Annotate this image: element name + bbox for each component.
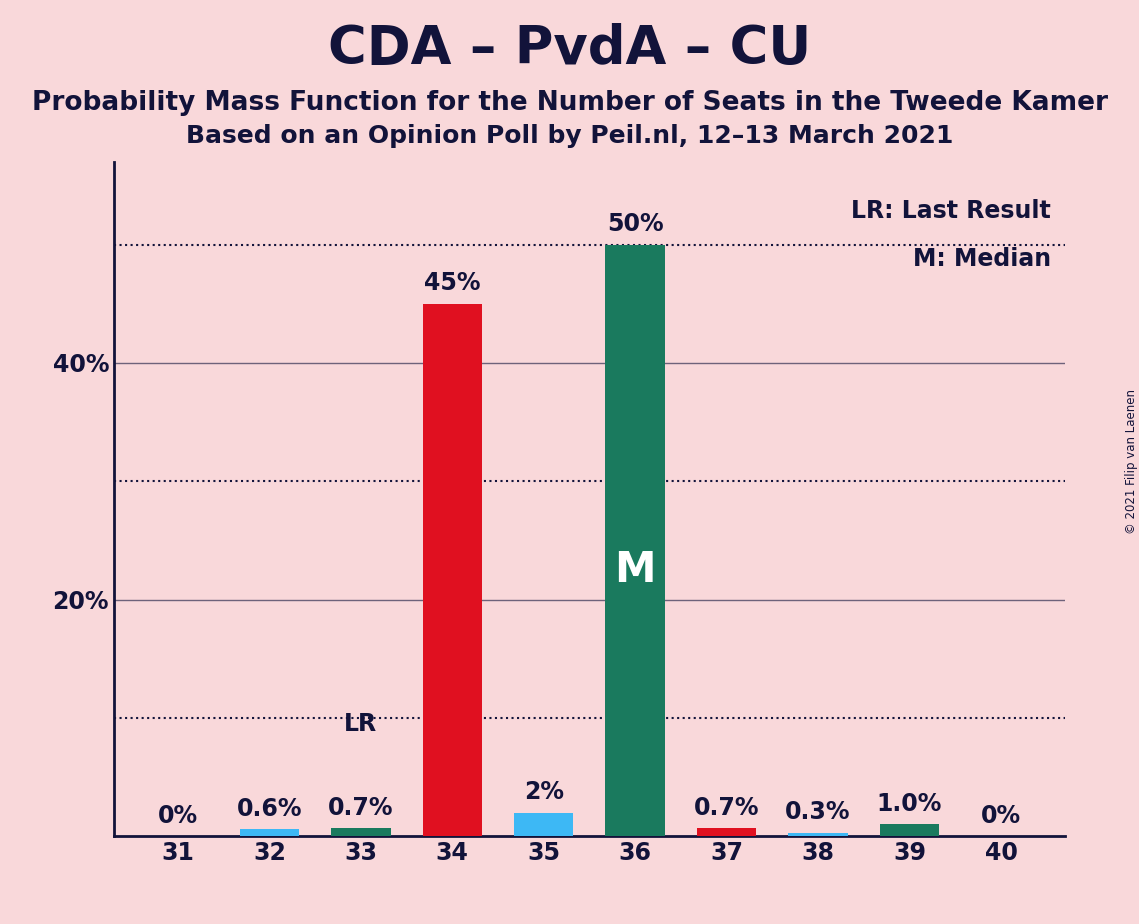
Text: 0.3%: 0.3% [785,800,851,824]
Bar [423,304,482,836]
Text: CDA – PvdA – CU: CDA – PvdA – CU [328,23,811,75]
Text: 0%: 0% [158,804,198,828]
Text: Probability Mass Function for the Number of Seats in the Tweede Kamer: Probability Mass Function for the Number… [32,90,1107,116]
Text: © 2021 Filip van Laenen: © 2021 Filip van Laenen [1124,390,1138,534]
Text: 45%: 45% [424,272,481,296]
Bar [606,245,665,836]
Text: M: Median: M: Median [913,247,1051,271]
Text: 0.7%: 0.7% [694,796,760,820]
Text: LR: LR [344,711,377,736]
Bar [697,828,756,836]
Text: 2%: 2% [524,780,564,804]
Bar [331,828,391,836]
Text: 1.0%: 1.0% [877,792,942,816]
Bar [239,829,300,836]
Text: LR: Last Result: LR: Last Result [852,200,1051,224]
Bar [514,812,573,836]
Text: 0.7%: 0.7% [328,796,394,820]
Bar [879,824,940,836]
Text: 0.6%: 0.6% [237,796,302,821]
Text: 50%: 50% [607,213,664,237]
Bar [788,833,847,836]
Text: 0%: 0% [981,804,1021,828]
Text: Based on an Opinion Poll by Peil.nl, 12–13 March 2021: Based on an Opinion Poll by Peil.nl, 12–… [186,124,953,148]
Text: M: M [614,549,656,591]
